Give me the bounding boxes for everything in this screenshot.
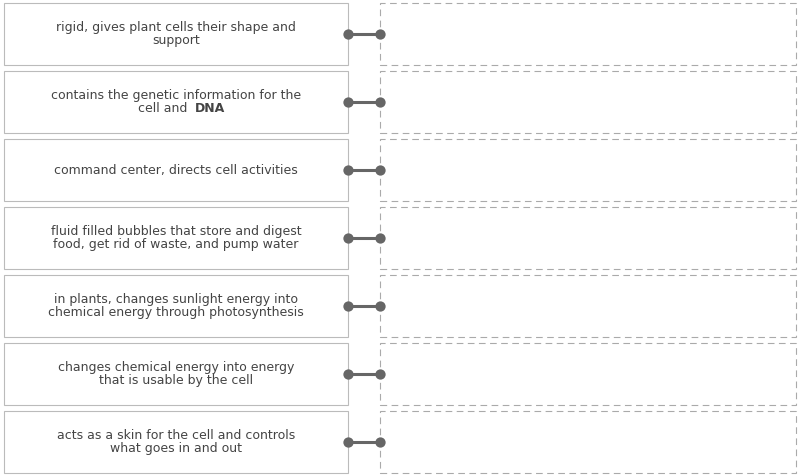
Point [374, 438, 386, 446]
Text: in plants, changes sunlight energy into: in plants, changes sunlight energy into [54, 293, 298, 306]
Text: command center, directs cell activities: command center, directs cell activities [54, 163, 298, 177]
FancyBboxPatch shape [4, 207, 348, 269]
Point [342, 302, 354, 310]
Text: DNA: DNA [194, 102, 225, 115]
Point [342, 30, 354, 38]
Text: chemical energy through photosynthesis: chemical energy through photosynthesis [48, 306, 304, 319]
FancyBboxPatch shape [4, 411, 348, 473]
FancyBboxPatch shape [380, 139, 796, 201]
FancyBboxPatch shape [380, 411, 796, 473]
Text: contains the genetic information for the: contains the genetic information for the [51, 89, 301, 102]
Point [342, 98, 354, 106]
Point [342, 438, 354, 446]
Point [342, 166, 354, 174]
Point [374, 302, 386, 310]
FancyBboxPatch shape [4, 139, 348, 201]
Text: what goes in and out: what goes in and out [110, 442, 242, 455]
FancyBboxPatch shape [380, 207, 796, 269]
Point [374, 234, 386, 242]
Text: acts as a skin for the cell and controls: acts as a skin for the cell and controls [57, 429, 295, 442]
FancyBboxPatch shape [4, 71, 348, 133]
Point [374, 98, 386, 106]
Point [342, 370, 354, 378]
Point [374, 166, 386, 174]
Text: cell and: cell and [138, 102, 191, 115]
Text: changes chemical energy into energy: changes chemical energy into energy [58, 361, 294, 374]
Point [342, 234, 354, 242]
Text: food, get rid of waste, and pump water: food, get rid of waste, and pump water [54, 238, 298, 251]
FancyBboxPatch shape [380, 71, 796, 133]
FancyBboxPatch shape [4, 3, 348, 65]
Text: support: support [152, 34, 200, 47]
FancyBboxPatch shape [380, 343, 796, 405]
Text: that is usable by the cell: that is usable by the cell [99, 374, 253, 387]
Text: fluid filled bubbles that store and digest: fluid filled bubbles that store and dige… [50, 225, 302, 238]
Point [374, 30, 386, 38]
Point [374, 370, 386, 378]
Text: rigid, gives plant cells their shape and: rigid, gives plant cells their shape and [56, 21, 296, 34]
FancyBboxPatch shape [4, 275, 348, 337]
FancyBboxPatch shape [380, 3, 796, 65]
FancyBboxPatch shape [380, 275, 796, 337]
FancyBboxPatch shape [4, 343, 348, 405]
